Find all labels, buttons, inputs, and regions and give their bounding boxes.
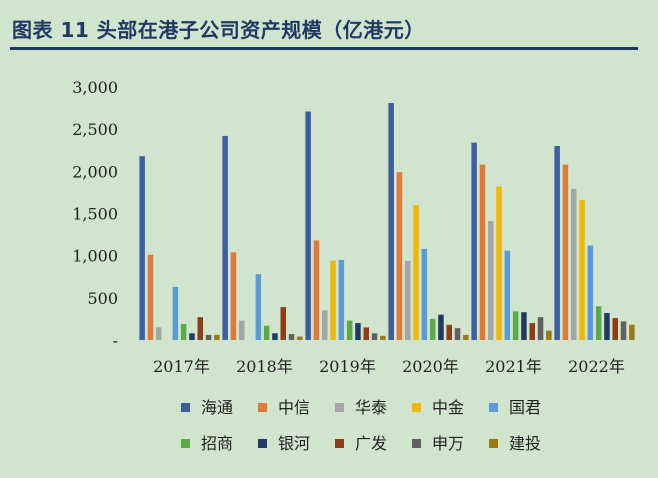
- legend-label: 银河: [278, 434, 310, 453]
- bar-海通: [305, 111, 311, 340]
- legend-swatch: [489, 439, 498, 448]
- legend-swatch: [489, 403, 498, 412]
- bar-海通: [139, 156, 145, 340]
- x-tick-label: 2019年: [319, 357, 376, 376]
- bar-建投: [463, 334, 469, 340]
- bar-华泰: [488, 221, 494, 340]
- legend-swatch: [412, 403, 421, 412]
- bar-建投: [214, 334, 220, 340]
- y-tick-label: 3,000: [72, 78, 118, 97]
- bar-国君: [255, 274, 262, 340]
- bar-华泰: [405, 260, 411, 340]
- bar-广发: [612, 318, 618, 340]
- bar-银河: [189, 333, 195, 340]
- bar-银河: [355, 323, 361, 340]
- bar-建投: [629, 324, 635, 340]
- chart-title: 图表 11 头部在港子公司资产规模（亿港元）: [12, 18, 425, 42]
- y-tick-label: 500: [87, 289, 118, 308]
- bar-华泰: [239, 320, 245, 340]
- bar-建投: [380, 335, 386, 340]
- bar-广发: [446, 324, 452, 340]
- y-tick-label: 2,000: [72, 162, 118, 181]
- bar-海通: [554, 146, 560, 340]
- legend-label: 广发: [355, 434, 387, 453]
- legend-swatch: [258, 439, 267, 448]
- bar-招商: [263, 325, 270, 340]
- bar-银河: [438, 314, 444, 340]
- bar-广发: [529, 323, 535, 340]
- y-tick-label: 1,000: [72, 247, 118, 266]
- x-tick-label: 2021年: [485, 357, 542, 376]
- bar-中信: [562, 164, 569, 340]
- bar-国君: [421, 248, 428, 340]
- bar-申万: [454, 328, 461, 340]
- legend-label: 海通: [201, 398, 233, 417]
- legend-swatch: [181, 403, 190, 412]
- bar-中金: [579, 200, 585, 340]
- legend-swatch: [335, 439, 344, 448]
- bar-广发: [363, 327, 369, 340]
- legend-label: 中金: [432, 398, 464, 417]
- bar-国君: [504, 250, 511, 340]
- legend-swatch: [181, 439, 190, 448]
- bar-中信: [479, 164, 486, 340]
- legend-swatch: [335, 403, 344, 412]
- bar-国君: [587, 245, 594, 340]
- bar-招商: [180, 324, 187, 340]
- title-underline: [10, 47, 638, 50]
- bar-中金: [496, 186, 502, 340]
- bar-申万: [205, 334, 212, 340]
- y-tick-label: 2,500: [72, 120, 118, 139]
- bar-华泰: [156, 327, 162, 340]
- bar-国君: [172, 286, 179, 340]
- legend-label: 申万: [432, 434, 464, 453]
- legend-label: 招商: [201, 434, 233, 453]
- bar-建投: [546, 330, 552, 340]
- bar-中信: [313, 240, 320, 340]
- bar-中金: [330, 260, 336, 340]
- bar-申万: [288, 334, 295, 340]
- bar-建投: [297, 336, 303, 340]
- bar-中信: [396, 172, 403, 340]
- bar-中信: [147, 254, 154, 340]
- bar-海通: [388, 103, 394, 340]
- bar-广发: [197, 317, 203, 340]
- y-tick-label: 1,500: [72, 205, 118, 224]
- bar-中金: [413, 205, 419, 340]
- bar-华泰: [322, 310, 328, 340]
- x-tick-label: 2022年: [568, 357, 625, 376]
- bar-招商: [429, 318, 436, 340]
- bar-招商: [346, 320, 353, 340]
- bar-申万: [371, 333, 378, 340]
- bar-海通: [222, 135, 228, 340]
- legend-label: 建投: [509, 434, 541, 453]
- x-tick-label: 2020年: [402, 357, 459, 376]
- bar-银河: [604, 313, 610, 340]
- bar-银河: [272, 333, 278, 340]
- bar-华泰: [571, 189, 577, 340]
- bar-海通: [471, 142, 477, 340]
- bar-申万: [537, 317, 544, 340]
- legend-swatch: [258, 403, 267, 412]
- bar-招商: [512, 311, 519, 340]
- bar-申万: [620, 321, 627, 340]
- bar-中信: [230, 252, 237, 340]
- legend-label: 中信: [278, 398, 310, 417]
- bar-银河: [521, 312, 527, 340]
- legend-label: 华泰: [355, 398, 387, 417]
- legend-label: 国君: [509, 398, 541, 417]
- legend-swatch: [412, 439, 421, 448]
- bar-国君: [338, 259, 345, 340]
- bar-广发: [280, 307, 286, 340]
- y-tick-label: -: [113, 331, 118, 350]
- x-tick-label: 2018年: [236, 357, 293, 376]
- bar-招商: [595, 306, 602, 340]
- x-tick-label: 2017年: [153, 357, 210, 376]
